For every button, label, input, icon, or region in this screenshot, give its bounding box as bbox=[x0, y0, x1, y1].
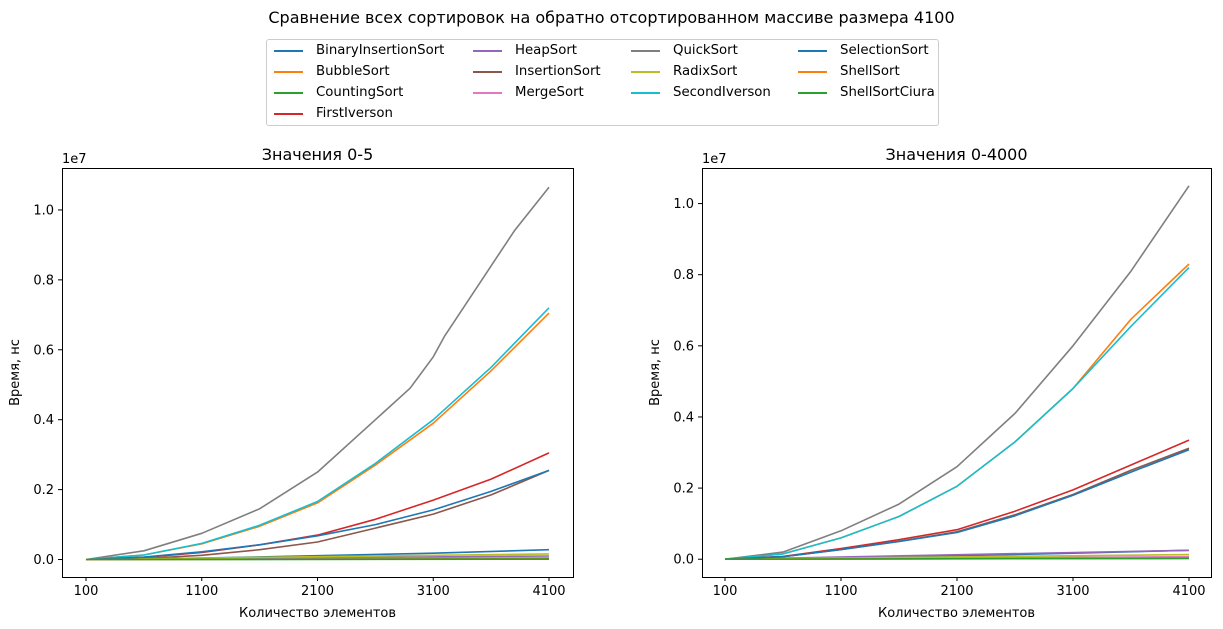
y-tick-label: 0.8 bbox=[33, 273, 54, 288]
x-tick-label: 4100 bbox=[532, 584, 565, 599]
axes-frame bbox=[702, 168, 1212, 578]
series-line bbox=[85, 553, 550, 561]
legend-swatch bbox=[631, 92, 660, 94]
legend: BinaryInsertionSort BubbleSort CountingSor… bbox=[266, 39, 939, 126]
x-tick-label: 2100 bbox=[301, 584, 334, 599]
y-tick-label: 0.4 bbox=[33, 413, 54, 428]
legend-swatch bbox=[798, 71, 827, 73]
legend-label: ShellSort bbox=[840, 64, 900, 79]
series-line bbox=[85, 312, 550, 561]
legend-label: MergeSort bbox=[515, 85, 584, 100]
legend-label: HeapSort bbox=[515, 43, 578, 58]
y-tick-label: 1.0 bbox=[33, 203, 54, 218]
legend-swatch bbox=[631, 50, 660, 52]
series-line bbox=[724, 263, 1190, 560]
x-tick-label: 3100 bbox=[417, 584, 450, 599]
y-offset-label: 1e7 bbox=[702, 152, 727, 167]
legend-swatch bbox=[274, 92, 303, 94]
legend-swatch bbox=[473, 92, 502, 94]
legend-label: BinaryInsertionSort bbox=[316, 43, 445, 58]
series-line bbox=[724, 557, 1190, 561]
y-tick-label: 0.4 bbox=[673, 410, 694, 425]
x-tick-label: 4100 bbox=[1172, 584, 1205, 599]
legend-label: ShellSortCiura bbox=[840, 85, 935, 100]
series-line bbox=[85, 186, 550, 561]
y-tick-label: 0.6 bbox=[673, 339, 694, 354]
legend-swatch bbox=[798, 50, 827, 52]
legend-swatch bbox=[473, 71, 502, 73]
series-line bbox=[85, 452, 550, 561]
y-tick-label: 0.0 bbox=[673, 553, 694, 568]
legend-label: CountingSort bbox=[316, 85, 404, 100]
legend-swatch bbox=[274, 113, 303, 115]
series-line bbox=[85, 469, 550, 561]
y-tick-label: 1.0 bbox=[673, 197, 694, 212]
x-tick-label: 100 bbox=[713, 584, 738, 599]
legend-swatch bbox=[274, 71, 303, 73]
y-tick-label: 0.6 bbox=[33, 343, 54, 358]
series-line bbox=[85, 558, 550, 561]
legend-swatch bbox=[473, 50, 502, 52]
plot-title: Значения 0-4000 bbox=[885, 145, 1027, 164]
series-line bbox=[85, 307, 550, 561]
y-offset-label: 1e7 bbox=[62, 152, 87, 167]
axes-frame bbox=[62, 168, 574, 578]
x-tick-label: 3100 bbox=[1056, 584, 1089, 599]
series-line bbox=[724, 447, 1190, 560]
y-axis-title: Время, нс bbox=[8, 339, 23, 406]
legend-label: BubbleSort bbox=[316, 64, 390, 79]
series-line bbox=[724, 185, 1190, 560]
x-tick-label: 1100 bbox=[185, 584, 218, 599]
legend-label: InsertionSort bbox=[515, 64, 601, 79]
legend-label: SelectionSort bbox=[840, 43, 929, 58]
legend-label: FirstIverson bbox=[316, 106, 393, 121]
legend-swatch bbox=[798, 92, 827, 94]
y-tick-label: 0.8 bbox=[673, 268, 694, 283]
x-tick-label: 100 bbox=[74, 584, 99, 599]
series-line bbox=[724, 439, 1190, 560]
x-axis-title: Количество элементов bbox=[239, 606, 396, 621]
y-tick-label: 0.2 bbox=[33, 483, 54, 498]
legend-label: RadixSort bbox=[673, 64, 738, 79]
plot-title: Значения 0-5 bbox=[262, 145, 374, 164]
legend-label: SecondIverson bbox=[673, 85, 771, 100]
y-tick-label: 0.0 bbox=[33, 553, 54, 568]
series-line bbox=[85, 469, 550, 561]
x-tick-label: 2100 bbox=[940, 584, 973, 599]
legend-swatch bbox=[631, 71, 660, 73]
legend-label: QuickSort bbox=[673, 43, 738, 58]
figure-title: Сравнение всех сортировок на обратно отс… bbox=[268, 8, 955, 27]
series-line bbox=[724, 448, 1190, 560]
legend-swatch bbox=[274, 50, 303, 52]
y-axis-title: Время, нс bbox=[648, 339, 663, 406]
series-line bbox=[724, 267, 1190, 560]
x-axis-title: Количество элементов bbox=[878, 606, 1035, 621]
x-tick-label: 1100 bbox=[824, 584, 857, 599]
y-tick-label: 0.2 bbox=[673, 482, 694, 497]
